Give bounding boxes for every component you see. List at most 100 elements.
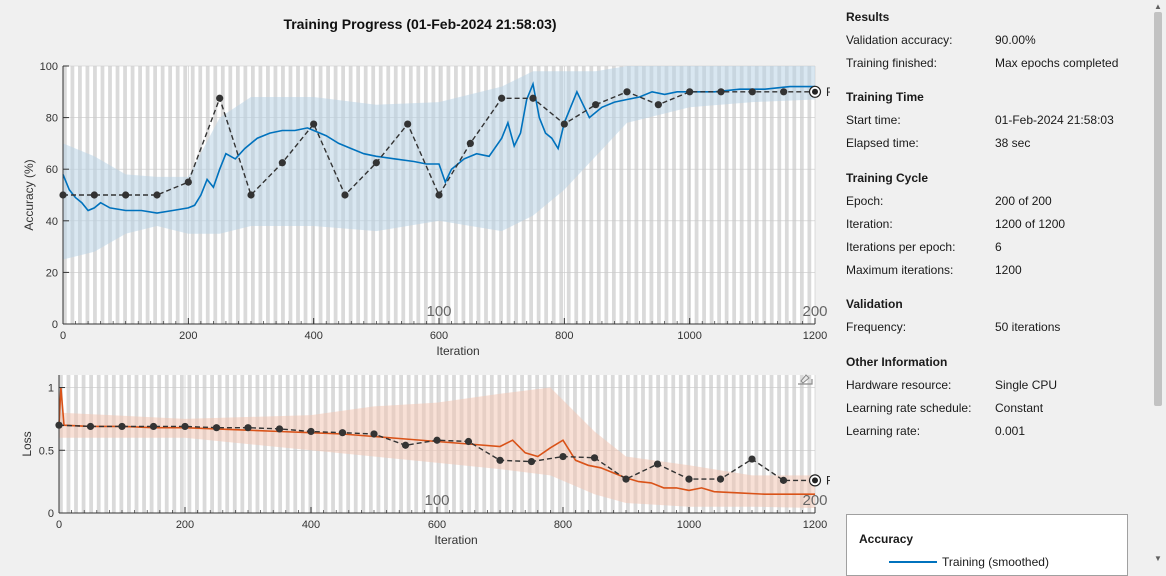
results-title: Results	[846, 10, 890, 24]
epoch-band	[686, 375, 691, 513]
epoch-band	[566, 66, 571, 324]
epoch-band	[641, 375, 645, 513]
epoch-band	[627, 66, 631, 324]
loss-validation-point	[307, 427, 315, 436]
accuracy-validation-point	[435, 191, 443, 199]
accuracy-validation-point	[122, 191, 130, 199]
training-cycle-title: Training Cycle	[846, 171, 929, 185]
epoch-band	[104, 375, 109, 513]
scroll-thumb[interactable]	[1154, 12, 1162, 406]
epoch-band	[202, 375, 207, 513]
epoch-band	[179, 375, 184, 513]
epoch-band	[596, 66, 601, 324]
accuracy-validation-point	[498, 94, 506, 102]
loss-final-label: Final	[826, 473, 830, 487]
epoch-band	[716, 375, 721, 513]
epoch-band	[746, 375, 751, 513]
loss-validation-point	[590, 454, 599, 462]
epoch-band	[642, 66, 646, 324]
validation-accuracy-label: Validation accuracy:	[846, 33, 953, 47]
accuracy-validation-point	[90, 191, 98, 199]
accuracy-validation-point	[153, 191, 161, 199]
epoch-band	[672, 66, 676, 324]
plots-area: Training Progress (01-Feb-2024 21:58:03)…	[20, 16, 830, 547]
frequency-label: Frequency:	[846, 320, 907, 334]
epoch-band	[96, 375, 101, 513]
epoch-label: Epoch:	[846, 194, 884, 208]
epoch-band	[649, 66, 654, 324]
epoch-band	[559, 66, 564, 324]
accuracy-plot: Final 100 200 0 200 400 600 800 1000 1200 0 20 40 60 8…	[22, 61, 830, 358]
epoch-band	[195, 375, 199, 513]
accuracy-validation-point	[216, 94, 224, 102]
elapsed-time-value: 38 sec	[995, 136, 1031, 150]
accuracy-validation-point	[748, 88, 756, 96]
vertical-scrollbar[interactable]: ▲ ▼	[1150, 0, 1166, 568]
accuracy-y-tick-label: 80	[46, 113, 58, 125]
loss-training-smoothed-line	[58, 387, 815, 495]
iteration-value: 1200 of 1200	[995, 217, 1066, 231]
epoch-band	[656, 375, 661, 513]
accuracy-final-label: Final	[826, 85, 830, 99]
epoch-band	[611, 66, 616, 324]
loss-x-tick-label: 1200	[803, 519, 827, 531]
epoch-band	[111, 375, 116, 513]
epoch-band	[633, 375, 638, 513]
loss-chart: Final 100 200 0 200 400 600 800 1000 1200 0 0.5 1 Ite…	[20, 375, 830, 547]
accuracy-validation-point	[529, 94, 537, 102]
loss-validation-point	[401, 441, 410, 449]
loss-plot: Final 100 200 0 200 400 600 800 1000 1200 0 0.5 1 Ite…	[20, 375, 830, 547]
accuracy-validation-point	[654, 101, 662, 109]
loss-x-tick-label: 1000	[677, 519, 701, 531]
export-icon[interactable]	[796, 372, 814, 391]
accuracy-final-marker-dot	[812, 88, 818, 95]
loss-y-tick-label: 0	[48, 508, 54, 520]
loss-validation-point	[86, 422, 95, 431]
epoch-band	[792, 375, 797, 513]
epoch-band	[604, 66, 609, 324]
epoch-band	[217, 375, 222, 513]
loss-epoch-label: 100	[424, 492, 449, 509]
iteration-label: Iteration:	[846, 217, 893, 231]
accuracy-validation-point	[247, 191, 255, 199]
epoch-band	[694, 375, 698, 513]
loss-y-axis-label: Loss	[20, 431, 34, 456]
legend-box: Accuracy Training (smoothed)	[846, 514, 1128, 576]
epoch-band	[807, 375, 812, 513]
loss-validation-point	[622, 475, 630, 483]
epoch-band	[664, 66, 669, 324]
epoch-band	[648, 375, 653, 513]
epoch-band	[739, 375, 744, 513]
epoch-band	[89, 375, 94, 513]
scroll-up-arrow-icon[interactable]: ▲	[1154, 2, 1162, 11]
validation-accuracy-value: 90.00%	[995, 33, 1036, 47]
accuracy-y-tick-label: 20	[46, 267, 58, 279]
accuracy-y-axis-label: Accuracy (%)	[22, 159, 36, 230]
accuracy-y-tick-label: 60	[46, 164, 58, 176]
hardware-resource-value: Single CPU	[995, 378, 1058, 392]
accuracy-validation-point	[780, 88, 788, 96]
accuracy-training-raw-area	[63, 66, 815, 260]
loss-x-tick-label: 400	[302, 519, 320, 531]
epoch-band	[127, 375, 131, 513]
accuracy-x-tick-label: 1200	[803, 330, 827, 342]
plot-title: Training Progress (01-Feb-2024 21:58:03)	[283, 16, 557, 32]
scroll-down-arrow-icon[interactable]: ▼	[1154, 554, 1162, 563]
loss-validation-point	[244, 424, 252, 432]
epoch-band	[799, 375, 804, 513]
loss-x-tick-label: 600	[428, 519, 446, 531]
epoch-band	[172, 375, 177, 513]
epoch-band	[724, 66, 729, 324]
loss-validation-point	[149, 422, 158, 431]
epoch-value: 200 of 200	[995, 194, 1052, 208]
iterations-per-epoch-label: Iterations per epoch:	[846, 240, 956, 254]
loss-validation-point	[464, 437, 473, 446]
accuracy-x-tick-label: 600	[430, 330, 448, 342]
epoch-band	[240, 375, 245, 513]
hardware-resource-label: Hardware resource:	[846, 378, 952, 392]
accuracy-x-tick-label: 0	[60, 330, 66, 342]
epoch-band	[717, 66, 721, 324]
epoch-band	[702, 66, 706, 324]
epoch-band	[777, 66, 782, 324]
epoch-band	[687, 66, 691, 324]
